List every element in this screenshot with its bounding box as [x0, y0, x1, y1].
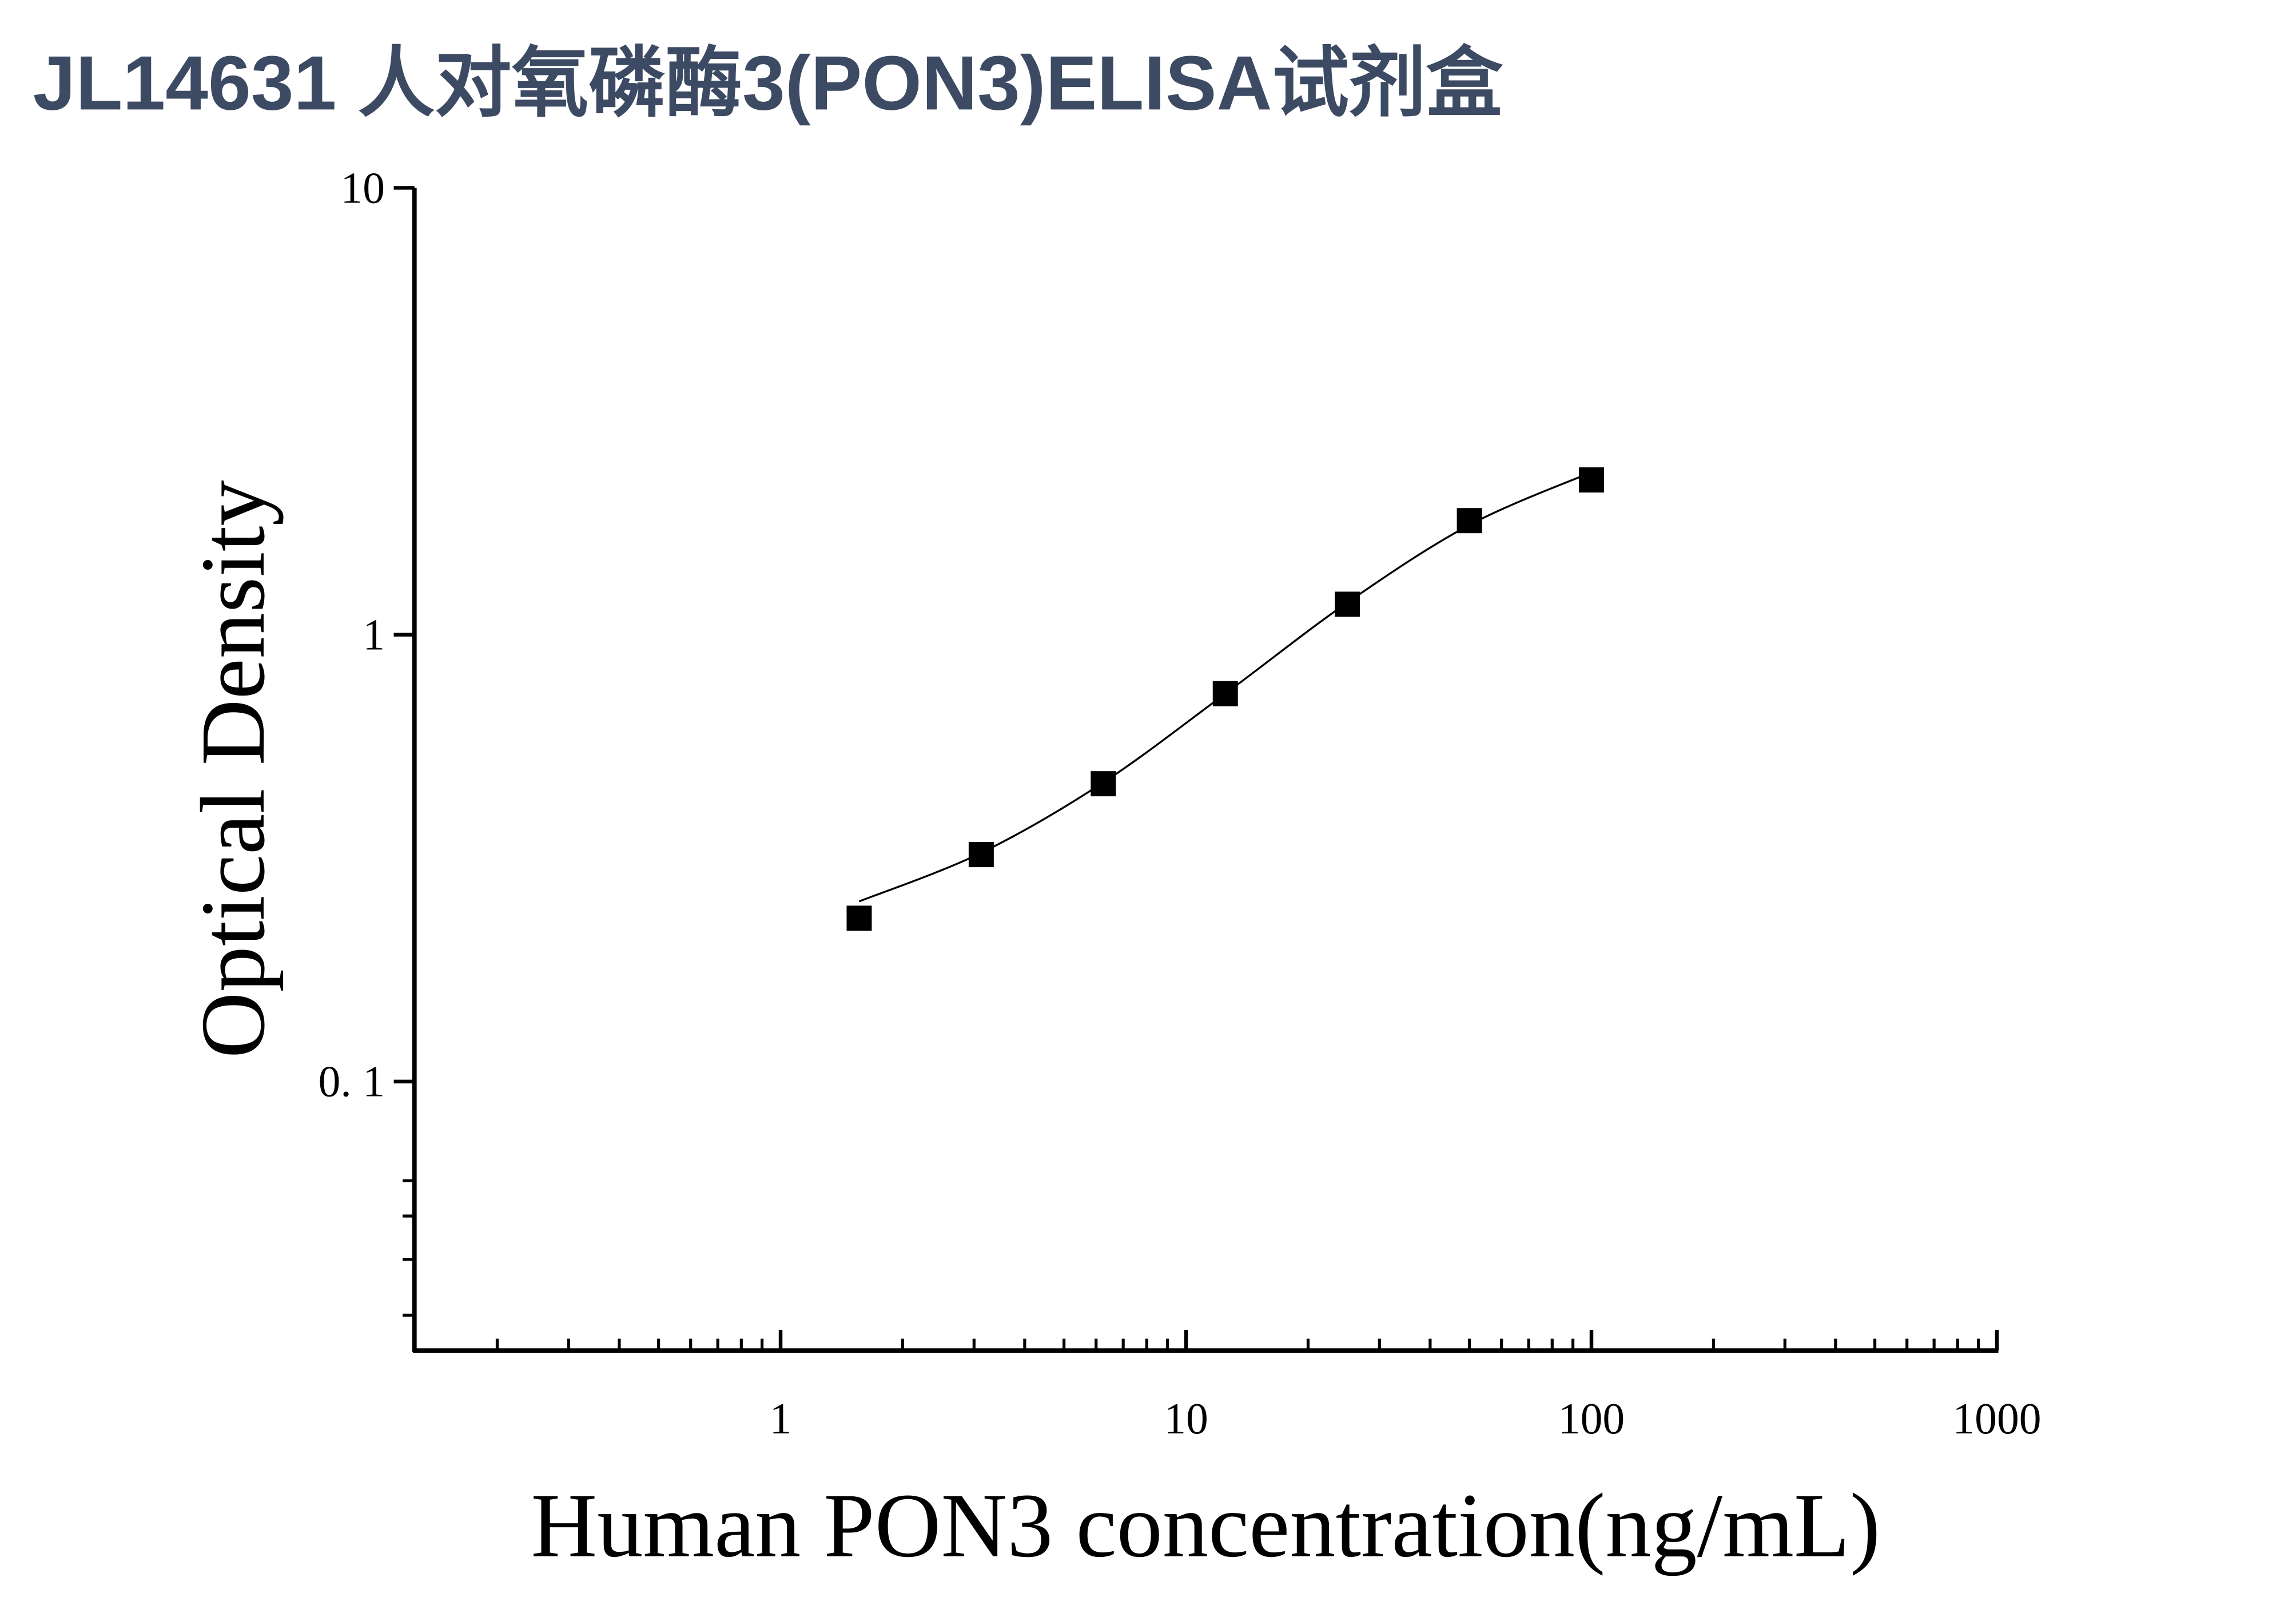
point [1335, 591, 1360, 617]
y-tick-label: 0. 1 [319, 1057, 385, 1106]
point [1212, 681, 1238, 706]
point [968, 842, 994, 868]
y-axis-label: Optical Density [182, 480, 284, 1058]
x-tick-label: 1000 [1952, 1394, 2041, 1443]
x-tick-label: 100 [1558, 1394, 1625, 1443]
x-axis-label: Human PON3 concentration(ng/mL) [531, 1475, 1880, 1576]
x-tick-label: 10 [1164, 1394, 1208, 1443]
point [846, 905, 872, 931]
point [1457, 508, 1482, 534]
y-tick-label: 1 [363, 610, 385, 660]
point [1579, 467, 1604, 493]
y-tick-label: 10 [340, 163, 385, 212]
chart-title: JL14631 人对氧磷酶3(PON3)ELISA试剂盒 [33, 40, 1503, 126]
point [1091, 771, 1116, 797]
x-tick-label: 1 [770, 1394, 792, 1443]
